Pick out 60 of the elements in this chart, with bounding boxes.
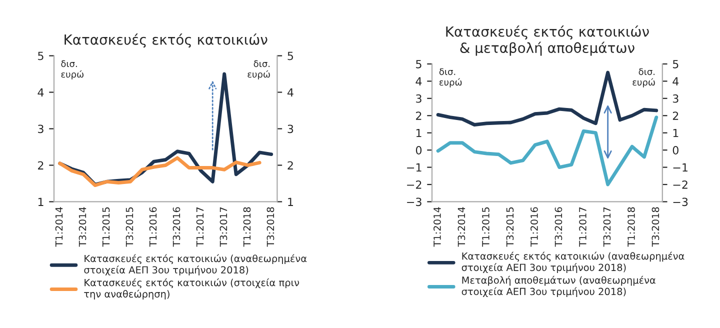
y-tick-label: 1 [416, 128, 422, 138]
x-tick-label: T3:2016 [172, 207, 180, 247]
y-axis-title: δισ. ευρώ [439, 68, 462, 88]
y2-tick-label: 5 [288, 52, 294, 60]
y-tick-label: 1 [38, 198, 44, 206]
chart-title: Κατασκευές εκτός κατοικιών [64, 34, 268, 48]
line-series [436, 116, 658, 186]
y2-tick-label: 2 [672, 112, 678, 120]
y2-tick-label: 1 [673, 128, 678, 138]
chart-title: Κατασκευές εκτός κατοικιών & μεταβολή αποθεμάτων [446, 25, 649, 56]
y-tick-label: −2 [407, 180, 422, 189]
y2-tick-label: 3 [672, 94, 678, 103]
y-tick-label: −1 [407, 163, 422, 172]
y-tick-label: 5 [416, 60, 422, 68]
x-tick-label: T3:2015 [506, 207, 514, 247]
legend-label: Κατασκευές εκτός κατοικιών (αναθεωρημένα στοιχεία ΑΕΠ 3ου τριμήνου 2018) [462, 252, 684, 273]
x-tick-label: T3:2014 [78, 207, 86, 247]
y-tick-label: 4 [38, 88, 44, 96]
y2-tick-label: 5 [672, 60, 678, 68]
x-tick-label: T1:2014 [55, 207, 63, 247]
x-tick-label: T1:2017 [579, 207, 586, 247]
line-series [58, 156, 262, 188]
legend-label: Κατασκευές εκτός κατοικιών (στοιχεία πριν την αναθεώρηση) [84, 278, 300, 300]
x-tick-label: T1:2016 [530, 207, 538, 247]
x-tick-label: T3:2017 [220, 207, 228, 247]
y2-axis-title: δισ. ευρώ [632, 68, 655, 88]
y-tick-label: 2 [38, 161, 44, 170]
x-tick-label: T1:2016 [149, 207, 157, 247]
y-tick-label: 3 [416, 94, 422, 103]
y-tick-label: 0 [416, 146, 422, 154]
y2-tick-label: 1 [288, 198, 293, 206]
y2-tick-label: 4 [287, 88, 294, 96]
x-tick-label: T1:2017 [196, 207, 204, 247]
y2-tick-label: −3 [673, 198, 688, 206]
y-tick-label: 4 [416, 77, 422, 86]
y-axis-title: δισ. ευρώ [61, 60, 84, 80]
x-tick-label: T1:2014 [434, 207, 441, 247]
x-tick-label: T1:2015 [102, 207, 110, 247]
x-tick-label: T3:2015 [126, 207, 134, 247]
x-tick-label: T1:2015 [482, 207, 490, 247]
y2-tick-label: −2 [673, 180, 688, 189]
y-tick-label: 3 [38, 124, 44, 134]
y2-tick-label: 4 [672, 77, 679, 86]
legend-label: Κατασκευές εκτός κατοικιών (αναθεωρημένα στοιχεία ΑΕΠ 3ου τριμήνου 2018) [84, 254, 307, 276]
y2-axis-title: δισ. ευρώ [248, 60, 270, 80]
x-tick-label: T3:2018 [652, 207, 660, 247]
y2-tick-label: 0 [672, 146, 678, 154]
y2-tick-label: −1 [673, 163, 688, 172]
x-tick-label: T3:2016 [554, 207, 562, 247]
x-tick-label: T3:2018 [266, 207, 274, 247]
y2-tick-label: 3 [288, 124, 294, 134]
x-tick-label: T3:2014 [458, 207, 466, 247]
y-tick-label: −3 [407, 198, 422, 206]
y-tick-label: 5 [38, 52, 44, 60]
x-tick-label: T1:2018 [628, 207, 635, 247]
x-tick-label: T3:2017 [603, 207, 611, 247]
legend-label: Μεταβολή αποθεμάτων (αναθεωρημένα στοιχεία ΑΕΠ 3ου τριμήνου 2018) [462, 276, 656, 298]
y2-tick-label: 2 [288, 161, 293, 170]
y-tick-label: 2 [416, 112, 422, 120]
x-tick-label: T1:2018 [243, 207, 251, 247]
